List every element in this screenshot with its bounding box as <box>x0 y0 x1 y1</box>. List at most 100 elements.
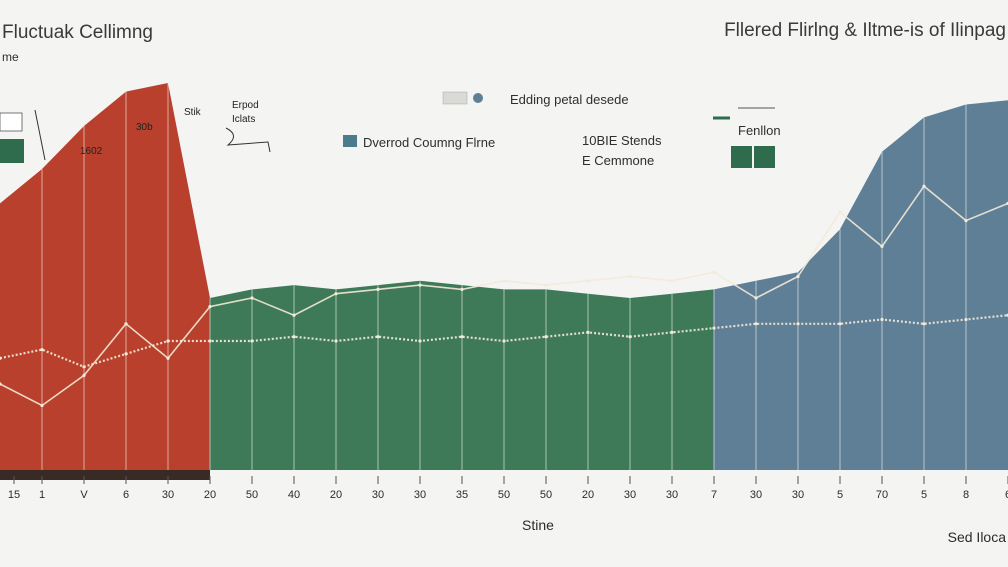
series-0-point-12 <box>502 279 506 283</box>
legend: Edding petal desede Dverrod Coumng Flrne… <box>0 91 781 168</box>
series-1-point-5 <box>208 339 212 343</box>
x-tick-label-23: 8 <box>963 489 969 501</box>
annotations: Erpod Iclats 30b 1602 Stik <box>34 100 271 161</box>
left-swatch-2 <box>0 139 24 163</box>
x-tick-label-1: 1 <box>39 489 45 501</box>
chart-subtitle-left: me <box>2 50 19 64</box>
left-swatch <box>0 112 23 132</box>
region-red <box>0 83 210 470</box>
x-tick-label-5: 20 <box>204 489 216 501</box>
series-1-point-23 <box>964 317 968 322</box>
series-1-point-20 <box>838 322 842 326</box>
series-1-point-12 <box>502 339 506 343</box>
series-1-point-8 <box>334 339 338 343</box>
series-0-point-2 <box>82 373 86 377</box>
x-tick-label-16: 30 <box>666 489 678 501</box>
x-tick-label-0: 15 <box>8 489 20 501</box>
x-tick-label-24: 6 <box>1005 489 1008 501</box>
x-tick-label-13: 50 <box>540 489 552 501</box>
series-0-point-10 <box>418 283 422 287</box>
chart-title-left: Fluctuak Cellimng <box>2 22 153 43</box>
x-axis-label-right: Sed Iloca <box>948 529 1007 545</box>
series-0-point-13 <box>544 283 548 287</box>
region-blue <box>714 100 1008 470</box>
series-0-point-16 <box>670 279 674 283</box>
series-0-point-17 <box>712 270 716 274</box>
series-1-point-2 <box>82 365 86 369</box>
series-1-point-17 <box>712 326 716 330</box>
series-1-point-21 <box>880 317 884 322</box>
legend-swatch-0 <box>442 91 468 105</box>
series-0-point-22 <box>922 184 926 188</box>
series-0-point-14 <box>586 279 590 283</box>
series-1-point-10 <box>418 339 422 343</box>
series-1-point-0 <box>0 356 2 360</box>
series-1-point-3 <box>124 352 128 356</box>
region-baseline <box>0 470 210 480</box>
series-1-point-22 <box>922 322 926 326</box>
series-0-point-21 <box>880 244 884 248</box>
x-tick-label-10: 30 <box>414 489 426 501</box>
x-tick-label-2: V <box>80 489 88 501</box>
legend-label-0: Edding petal desede <box>510 92 629 107</box>
series-1-point-18 <box>754 322 758 326</box>
series-0-point-20 <box>838 210 842 214</box>
x-tick-label-9: 30 <box>372 489 384 501</box>
legend-marker-0 <box>473 93 483 103</box>
series-1-point-13 <box>544 335 548 339</box>
annotation-0: Erpod <box>232 100 259 111</box>
series-0-point-15 <box>628 274 632 279</box>
series-1-point-6 <box>250 339 254 343</box>
annotation-leader-2 <box>34 109 46 161</box>
series-0-point-8 <box>334 292 338 296</box>
series-0-point-4 <box>166 356 170 360</box>
gridlines <box>41 83 967 470</box>
series-0-point-18 <box>754 296 758 300</box>
legend-label-2: 10BIE Stends <box>582 133 662 148</box>
series-1-point-4 <box>166 339 170 343</box>
series-0-point-9 <box>376 287 380 291</box>
x-tick-label-11: 35 <box>456 489 468 501</box>
x-tick-label-7: 40 <box>288 489 300 501</box>
series-0-point-5 <box>208 305 212 309</box>
x-tick-labels: 15 1 V 6 30 20 50 40 20 30 30 35 50 50 20 30 30 7 30 30 5 70 5… <box>8 476 1008 501</box>
chart-title-right: Fllered Flirlng & Iltme-is of Ilinpag <box>724 20 1006 41</box>
annotation-2: 30b <box>136 122 153 133</box>
x-tick-label-14: 20 <box>582 489 594 501</box>
x-tick-label-6: 50 <box>246 489 258 501</box>
series-0-point-7 <box>292 313 296 317</box>
series-1-point-11 <box>460 335 464 339</box>
x-tick-label-20: 5 <box>837 489 843 501</box>
series-0-point-19 <box>796 274 800 279</box>
chart-series <box>0 184 1008 408</box>
series-1-point-14 <box>586 330 590 334</box>
x-tick-label-22: 5 <box>921 489 927 501</box>
annotation-3: 1602 <box>80 146 103 157</box>
x-axis-label: Stine <box>522 517 554 533</box>
x-tick-label-15: 30 <box>624 489 636 501</box>
series-1-point-1 <box>40 348 44 352</box>
series-1-point-16 <box>670 330 674 334</box>
x-tick-label-8: 20 <box>330 489 342 501</box>
x-tick-label-4: 30 <box>162 489 174 501</box>
series-1-point-19 <box>796 322 800 326</box>
x-tick-label-3: 6 <box>123 489 129 501</box>
series-0-point-0 <box>0 382 2 386</box>
legend-swatch-1 <box>343 135 357 147</box>
x-tick-label-19: 30 <box>792 489 804 501</box>
legend-label-4: Fenllon <box>738 123 781 138</box>
annotation-1: Iclats <box>232 114 255 125</box>
series-1-point-15 <box>628 335 632 339</box>
series-0-point-23 <box>964 219 968 223</box>
series-1-point-9 <box>376 335 380 339</box>
annotation-leader <box>225 127 271 153</box>
series-1-point-7 <box>292 335 296 339</box>
series-0-point-1 <box>40 403 44 408</box>
x-tick-label-12: 50 <box>498 489 510 501</box>
series-0-point-11 <box>460 287 464 291</box>
annotation-4: Stik <box>184 107 202 118</box>
legend-label-3: E Cemmone <box>582 153 654 168</box>
series-0-point-6 <box>250 296 254 300</box>
series-0-point-3 <box>124 322 128 326</box>
